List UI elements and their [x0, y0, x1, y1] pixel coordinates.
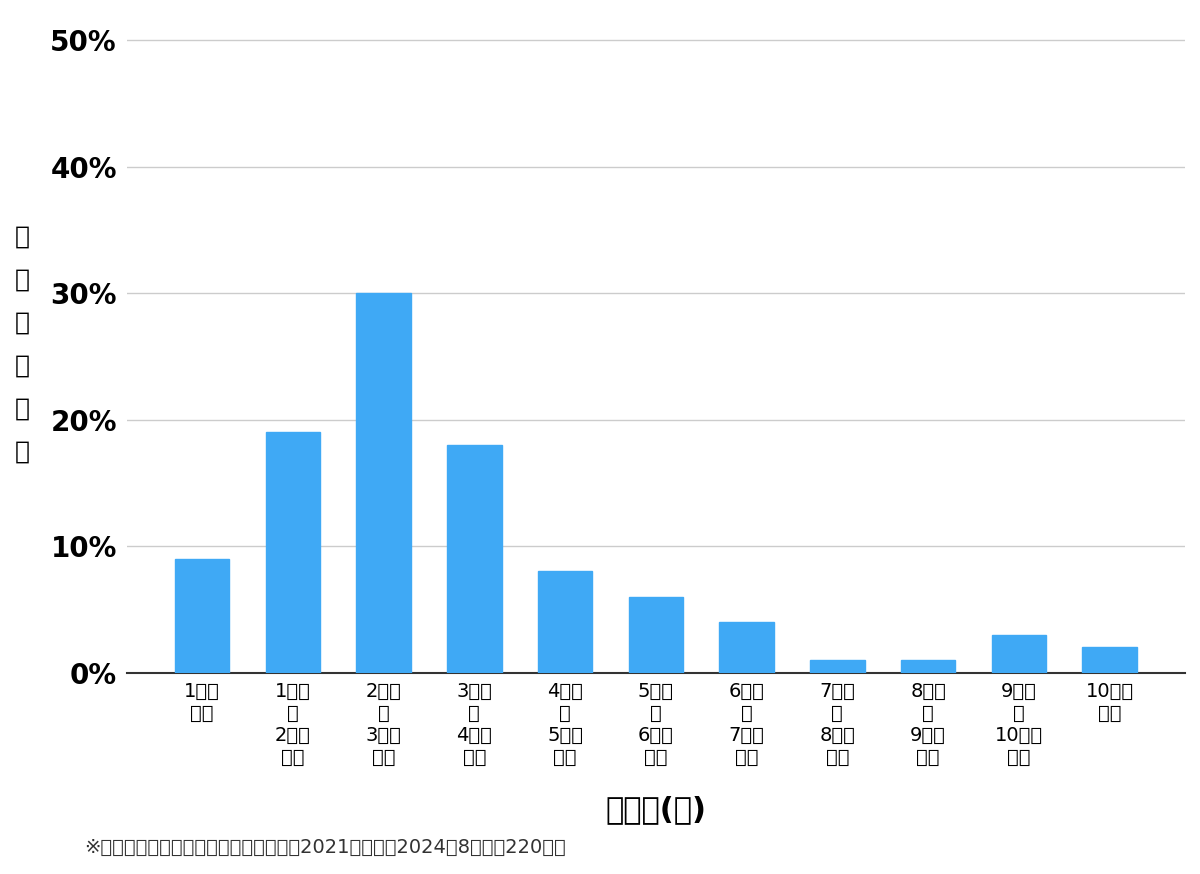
Bar [991, 635, 1046, 672]
Y-axis label: 価
格
帯
の
割
合: 価 格 帯 の 割 合 [14, 225, 30, 463]
Bar [719, 622, 774, 672]
Bar [356, 293, 410, 672]
Bar [448, 445, 502, 672]
Bar [265, 433, 320, 672]
Bar [810, 660, 864, 672]
Bar [629, 597, 683, 672]
Bar [175, 558, 229, 672]
Bar [538, 572, 593, 672]
Bar [901, 660, 955, 672]
X-axis label: 価格帯(円): 価格帯(円) [605, 795, 707, 824]
Text: ※弊社受付の案件を対象に集計（期間：2021年１月〜2024年8月、計220件）: ※弊社受付の案件を対象に集計（期間：2021年１月〜2024年8月、計220件） [84, 837, 565, 857]
Bar [1082, 648, 1136, 672]
